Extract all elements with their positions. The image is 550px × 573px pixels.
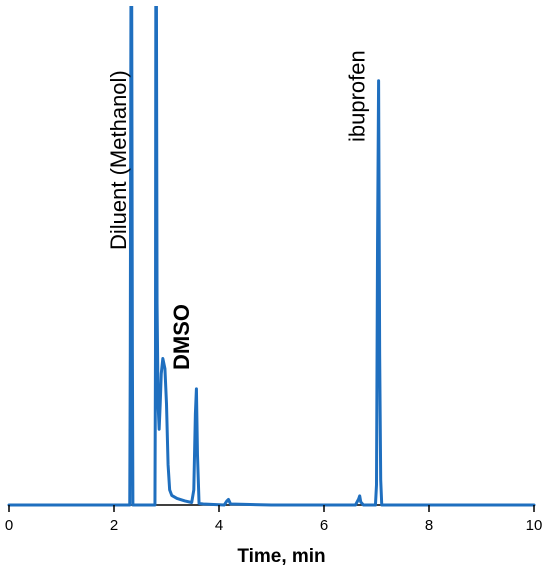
peak-label: Diluent (Methanol) xyxy=(106,70,131,250)
x-tick-label: 10 xyxy=(526,517,543,534)
x-tick-label: 4 xyxy=(215,517,223,534)
x-axis-title: Time, min xyxy=(237,546,325,567)
peak-label: DMSO xyxy=(169,304,194,370)
peak-labels: Diluent (Methanol) DMSO ibuprofen xyxy=(106,50,370,370)
x-axis: 0 2 4 6 8 10 xyxy=(5,505,543,534)
x-tick-label: 2 xyxy=(110,517,118,534)
x-tick-label: 8 xyxy=(425,517,433,534)
x-tick-label: 0 xyxy=(5,517,13,534)
plot-area xyxy=(7,6,536,507)
chromatogram-trace xyxy=(7,6,536,507)
x-tick-label: 6 xyxy=(320,517,328,534)
peak-label: ibuprofen xyxy=(345,50,370,142)
